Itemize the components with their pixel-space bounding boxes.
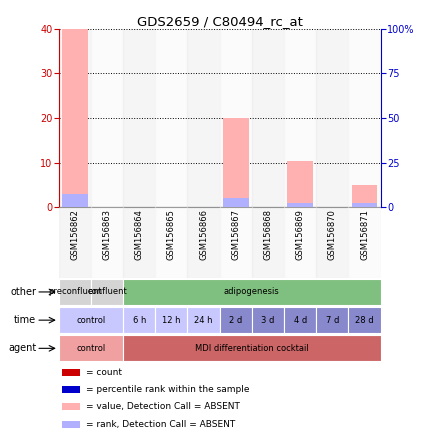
Bar — [123, 307, 155, 333]
Text: control: control — [76, 316, 105, 325]
Bar — [316, 29, 348, 207]
Title: GDS2659 / C80494_rc_at: GDS2659 / C80494_rc_at — [136, 15, 302, 28]
Bar — [155, 29, 187, 207]
Bar — [187, 307, 219, 333]
Bar — [59, 335, 123, 361]
Text: GSM156865: GSM156865 — [167, 209, 175, 260]
Text: 2 d: 2 d — [229, 316, 242, 325]
Text: adipogenesis: adipogenesis — [224, 287, 279, 297]
Bar — [219, 207, 251, 278]
Text: GSM156867: GSM156867 — [231, 209, 240, 260]
Text: confluent: confluent — [87, 287, 127, 297]
Bar — [123, 279, 380, 305]
Text: preconfluent: preconfluent — [48, 287, 102, 297]
Text: GSM156864: GSM156864 — [135, 209, 143, 260]
Text: GSM156868: GSM156868 — [263, 209, 272, 260]
Bar — [222, 198, 248, 207]
Text: 28 d: 28 d — [355, 316, 373, 325]
Text: 3 d: 3 d — [261, 316, 274, 325]
Bar — [286, 203, 312, 207]
Bar — [286, 161, 312, 207]
Bar — [348, 207, 380, 278]
Text: GSM156863: GSM156863 — [102, 209, 111, 260]
Bar — [91, 207, 123, 278]
Bar — [59, 29, 91, 207]
Bar — [251, 207, 283, 278]
Text: GSM156866: GSM156866 — [199, 209, 207, 260]
Text: control: control — [76, 344, 105, 353]
Text: GSM156870: GSM156870 — [327, 209, 336, 260]
Bar — [59, 279, 91, 305]
Bar — [219, 29, 251, 207]
Bar — [187, 29, 219, 207]
Text: = rank, Detection Call = ABSENT: = rank, Detection Call = ABSENT — [86, 420, 235, 429]
Bar — [91, 29, 123, 207]
Bar — [219, 307, 251, 333]
Bar — [62, 421, 79, 428]
Bar — [187, 207, 219, 278]
Text: 12 h: 12 h — [162, 316, 180, 325]
Bar — [283, 207, 316, 278]
Bar — [123, 207, 155, 278]
Text: GSM156871: GSM156871 — [359, 209, 368, 260]
Bar — [316, 307, 348, 333]
Bar — [351, 203, 377, 207]
Text: agent: agent — [8, 343, 36, 353]
Bar — [91, 279, 123, 305]
Text: GSM156869: GSM156869 — [295, 209, 304, 260]
Text: = count: = count — [86, 368, 122, 377]
Bar — [59, 207, 91, 278]
Text: GSM156862: GSM156862 — [70, 209, 79, 260]
Bar — [316, 207, 348, 278]
Bar — [283, 307, 316, 333]
Text: MDI differentiation cocktail: MDI differentiation cocktail — [194, 344, 308, 353]
Bar — [62, 386, 79, 393]
Bar — [251, 307, 283, 333]
Bar — [62, 194, 88, 207]
Bar — [348, 307, 380, 333]
Bar — [123, 29, 155, 207]
Bar — [62, 29, 88, 207]
Text: = value, Detection Call = ABSENT: = value, Detection Call = ABSENT — [86, 402, 240, 411]
Text: 24 h: 24 h — [194, 316, 212, 325]
Bar — [251, 29, 283, 207]
Bar — [351, 185, 377, 207]
Bar — [155, 307, 187, 333]
Bar — [348, 29, 380, 207]
Bar — [155, 207, 187, 278]
Bar — [222, 118, 248, 207]
Bar — [59, 307, 123, 333]
Text: = percentile rank within the sample: = percentile rank within the sample — [86, 385, 249, 394]
Text: other: other — [10, 287, 36, 297]
Text: 6 h: 6 h — [132, 316, 145, 325]
Text: 4 d: 4 d — [293, 316, 306, 325]
Bar — [283, 29, 316, 207]
Bar — [123, 335, 380, 361]
Bar — [62, 369, 79, 376]
Text: 7 d: 7 d — [325, 316, 338, 325]
Bar — [62, 403, 79, 410]
Text: time: time — [14, 315, 36, 325]
